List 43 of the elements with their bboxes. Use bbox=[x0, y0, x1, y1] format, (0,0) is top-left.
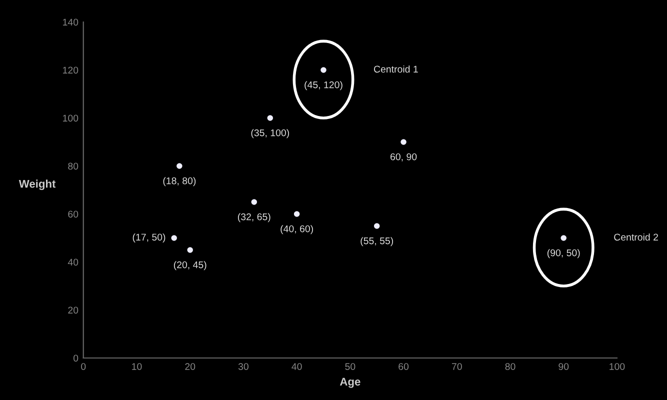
y-tick-label: 80 bbox=[68, 162, 78, 170]
data-label: 60, 90 bbox=[390, 153, 417, 162]
data-label: (35, 100) bbox=[251, 129, 289, 138]
point bbox=[251, 199, 258, 205]
x-tick-label: 90 bbox=[558, 363, 569, 370]
data-label: (55, 55) bbox=[360, 237, 394, 246]
point bbox=[187, 247, 193, 253]
data-label: (45, 120) bbox=[304, 81, 342, 90]
data-label: (18, 80) bbox=[163, 177, 196, 186]
point bbox=[560, 235, 567, 241]
point bbox=[374, 223, 380, 229]
x-tick-label: 50 bbox=[345, 363, 356, 370]
point bbox=[400, 139, 406, 145]
x-axis-title: Age bbox=[340, 378, 360, 388]
x-tick-label: 20 bbox=[185, 363, 196, 370]
text: Centroid 1 bbox=[374, 65, 418, 73]
y-tick-label: 100 bbox=[63, 114, 78, 122]
x-tick-label: 30 bbox=[238, 363, 248, 370]
x-tick-label: 100 bbox=[610, 363, 625, 370]
y-tick-label: 0 bbox=[73, 354, 78, 362]
point bbox=[171, 235, 177, 241]
y-tick-label: 20 bbox=[68, 306, 78, 314]
data-label: (17, 50) bbox=[132, 233, 166, 243]
data-label: (20, 45) bbox=[174, 261, 206, 270]
text: Centroid 2 bbox=[614, 233, 658, 241]
y-axis-title: Weight bbox=[18, 180, 56, 190]
point bbox=[320, 67, 326, 73]
x-tick-label: 70 bbox=[452, 363, 462, 370]
data-label: (90, 50) bbox=[547, 249, 580, 258]
x-tick-label: 60 bbox=[398, 363, 409, 370]
data-label: (40, 60) bbox=[280, 225, 313, 234]
x-tick-label: 40 bbox=[292, 363, 302, 370]
point bbox=[176, 163, 182, 169]
y-tick-label: 140 bbox=[63, 18, 78, 26]
y-tick-label: 60 bbox=[68, 210, 78, 218]
point bbox=[267, 115, 274, 121]
y-tick-label: 120 bbox=[63, 66, 78, 74]
y-tick-label: 40 bbox=[68, 258, 78, 266]
point bbox=[294, 211, 300, 217]
data-label: (32, 65) bbox=[238, 213, 270, 222]
x-tick-label: 10 bbox=[132, 363, 142, 370]
x-tick-label: 80 bbox=[505, 363, 516, 370]
x-tick-label: 0 bbox=[81, 363, 86, 370]
